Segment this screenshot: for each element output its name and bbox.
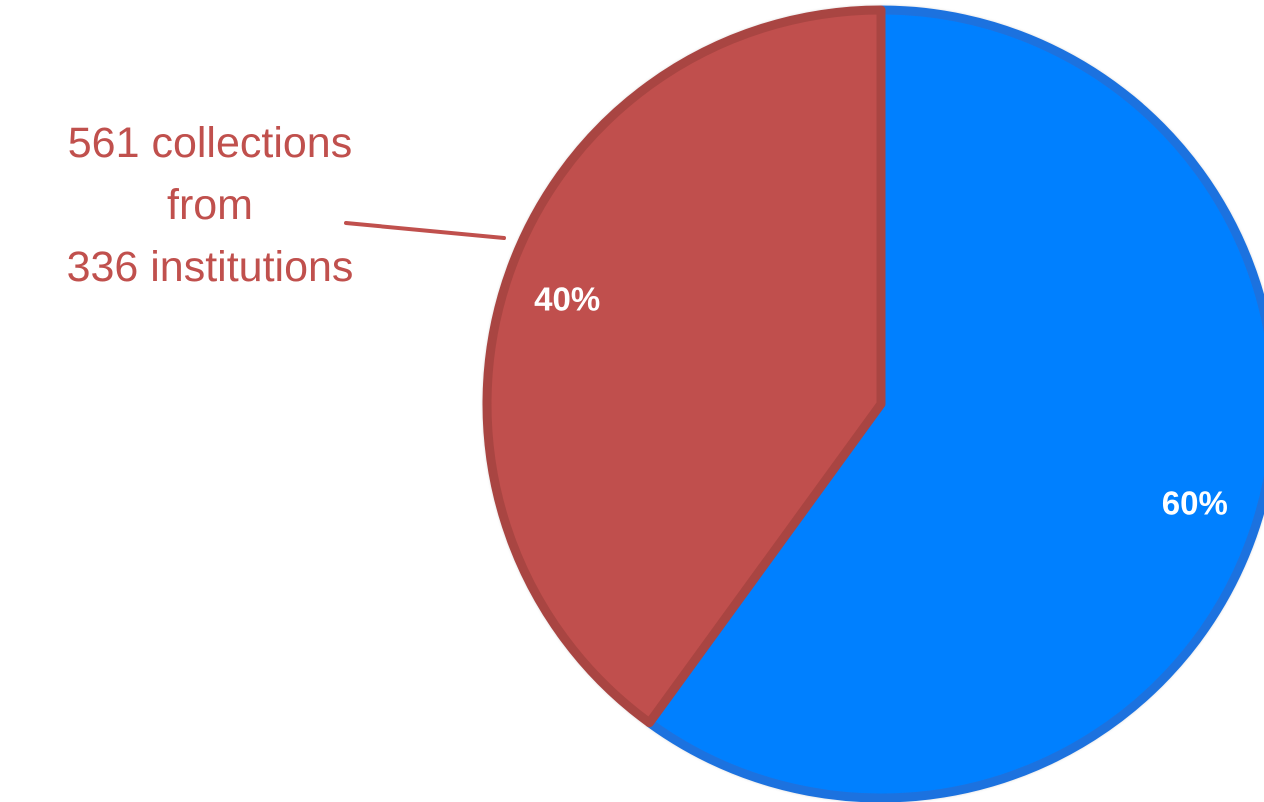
callout-line-2: from — [167, 181, 253, 229]
pie-slice-40 — [482, 5, 886, 728]
callout-line-3: 336 institutions — [66, 243, 354, 291]
slice-labels: 60% 40% — [534, 281, 1228, 522]
callout-leader-line — [344, 221, 506, 240]
slice-label-60: 60% — [1162, 485, 1228, 522]
callout-text: 561 collections from 336 institutions — [0, 112, 420, 298]
slice-label-40: 40% — [534, 281, 600, 318]
callout-line-1: 561 collections — [67, 119, 353, 167]
pie-slice-60 — [644, 5, 1264, 802]
pie-slices — [482, 5, 1264, 802]
